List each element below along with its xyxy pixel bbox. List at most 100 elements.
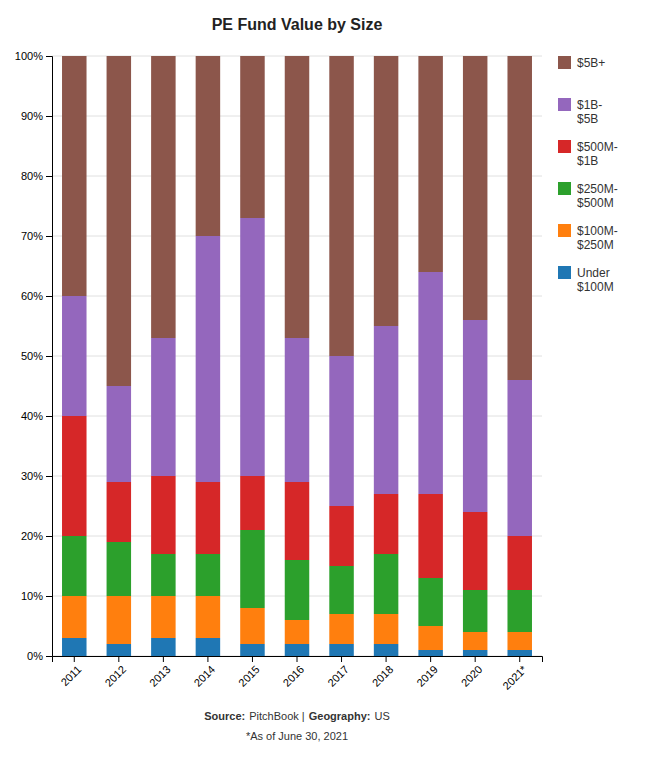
grid <box>52 56 542 656</box>
bar-segment <box>196 596 221 638</box>
tick-label: 20% <box>21 530 43 542</box>
tick: 80% <box>21 170 52 182</box>
tick: 70% <box>21 230 52 242</box>
tick-mark <box>341 656 342 662</box>
bar-segment <box>418 494 443 578</box>
tick: 100% <box>15 50 52 62</box>
bar-segment <box>463 590 488 632</box>
tick: 2013 <box>147 656 173 689</box>
tick-label: 40% <box>21 410 43 422</box>
bar-segment <box>285 560 310 620</box>
bar-segment <box>196 236 221 482</box>
bar-segment <box>329 614 354 644</box>
legend-item: Under$100M <box>558 266 614 294</box>
bar-segment <box>196 638 221 656</box>
plot: 0%10%20%30%40%50%60%70%80%90%100%2011201… <box>15 50 543 692</box>
legend-label: $100M-$250M <box>577 224 618 252</box>
tick-mark <box>430 656 431 662</box>
bar-segment <box>329 356 354 506</box>
bar-segment <box>374 614 399 644</box>
bar-segment <box>507 536 532 590</box>
tick: 2019 <box>414 656 440 689</box>
bar-segment <box>418 578 443 626</box>
bar-segment <box>463 632 488 650</box>
tick-mark <box>46 56 52 57</box>
tick-mark <box>46 176 52 177</box>
tick-label: 10% <box>21 590 43 602</box>
bars <box>62 56 532 656</box>
bar-segment <box>418 626 443 650</box>
tick-mark <box>252 656 253 662</box>
legend-label: $5B+ <box>577 56 605 70</box>
tick: 2017 <box>325 656 351 689</box>
bar-segment <box>285 620 310 644</box>
bar-segment <box>240 476 264 530</box>
tick-label: 30% <box>21 470 43 482</box>
tick-label: 100% <box>15 50 43 62</box>
bar-segment <box>285 56 310 338</box>
annotation-part: Geography: <box>309 710 371 722</box>
bar-segment <box>329 56 354 356</box>
annotation: Source:PitchBook |Geography:US <box>204 710 389 722</box>
bar-segment <box>62 296 87 416</box>
tick-mark <box>46 236 52 237</box>
legend-swatch <box>558 98 571 111</box>
tick: 2015 <box>236 656 262 689</box>
bar-segment <box>329 506 354 566</box>
bar-segment <box>374 644 399 656</box>
bar-segment <box>418 650 443 656</box>
legend-item: $5B+ <box>558 56 605 70</box>
bar-segment <box>107 386 132 482</box>
tick-mark <box>163 656 164 662</box>
bar-segment <box>329 566 354 614</box>
bar-segment <box>107 644 132 656</box>
legend-swatch <box>558 140 571 153</box>
annotation-part: Source: <box>204 710 245 722</box>
tick: 2014 <box>191 656 217 689</box>
tick-mark <box>297 656 298 662</box>
tick-label: 2020 <box>459 663 485 689</box>
tick: 10% <box>21 590 52 602</box>
tick-label: 2015 <box>236 663 262 689</box>
legend-item: $500M-$1B <box>558 140 618 168</box>
bar-segment <box>374 494 399 554</box>
tick-label: 2012 <box>102 663 128 689</box>
tick-label: 0% <box>27 650 43 662</box>
bar-segment <box>151 56 176 338</box>
bar-segment <box>463 56 488 320</box>
bar-segment <box>62 638 87 656</box>
tick: 2020 <box>459 656 485 689</box>
tick-mark <box>46 476 52 477</box>
tick-label: 2014 <box>191 663 217 689</box>
legend: $5B+$1B-$5B$500M-$1B$250M-$500M$100M-$25… <box>558 56 618 294</box>
tick: 2016 <box>281 656 307 689</box>
bar-segment <box>463 650 488 656</box>
tick-label: 80% <box>21 170 43 182</box>
tick: 60% <box>21 290 52 302</box>
tick-label: 2019 <box>414 663 440 689</box>
bar-segment <box>107 542 132 596</box>
bar-segment <box>151 554 176 596</box>
bar-segment <box>329 644 354 656</box>
bar-segment <box>374 554 399 614</box>
bar-series <box>62 56 532 386</box>
bar-segment <box>62 596 87 638</box>
legend-swatch <box>558 56 571 69</box>
chart: 0%10%20%30%40%50%60%70%80%90%100%2011201… <box>0 0 667 761</box>
bar-segment <box>507 380 532 536</box>
bar-segment <box>240 218 264 476</box>
bar-segment <box>418 272 443 494</box>
tick: 40% <box>21 410 52 422</box>
bar-segment <box>507 632 532 650</box>
tick-mark <box>475 656 476 662</box>
x-axis: 2011201220132014201520162017201820192020… <box>53 656 543 692</box>
tick-mark <box>46 116 52 117</box>
tick-mark <box>207 656 208 662</box>
bar-segment <box>240 530 264 608</box>
bar-segment <box>285 482 310 560</box>
tick-label: 2017 <box>325 663 351 689</box>
bar-segment <box>151 338 176 476</box>
tick-label: 50% <box>21 350 43 362</box>
tick-mark <box>46 536 52 537</box>
tick-label: 70% <box>21 230 43 242</box>
